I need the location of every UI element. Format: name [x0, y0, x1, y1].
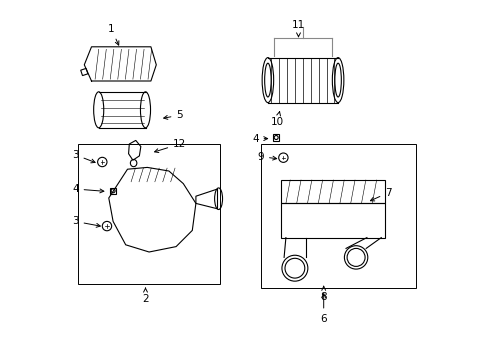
Bar: [260, 144, 415, 288]
Text: 7: 7: [370, 188, 391, 201]
Text: 1: 1: [108, 24, 119, 45]
Text: 10: 10: [270, 112, 283, 127]
Text: 12: 12: [154, 139, 186, 153]
Text: 8: 8: [320, 286, 326, 302]
Bar: [110, 188, 116, 194]
Text: 5: 5: [163, 110, 183, 120]
Bar: [78, 144, 220, 284]
Text: 3: 3: [72, 150, 95, 163]
Bar: [280, 203, 384, 238]
Text: 4: 4: [251, 134, 267, 144]
Text: 6: 6: [320, 294, 326, 324]
Text: 9: 9: [257, 152, 276, 162]
Text: 11: 11: [291, 20, 305, 37]
Bar: [272, 134, 279, 141]
Text: 4: 4: [72, 184, 103, 194]
Text: 2: 2: [142, 288, 148, 304]
Bar: [280, 180, 384, 203]
Text: 3: 3: [72, 216, 100, 227]
